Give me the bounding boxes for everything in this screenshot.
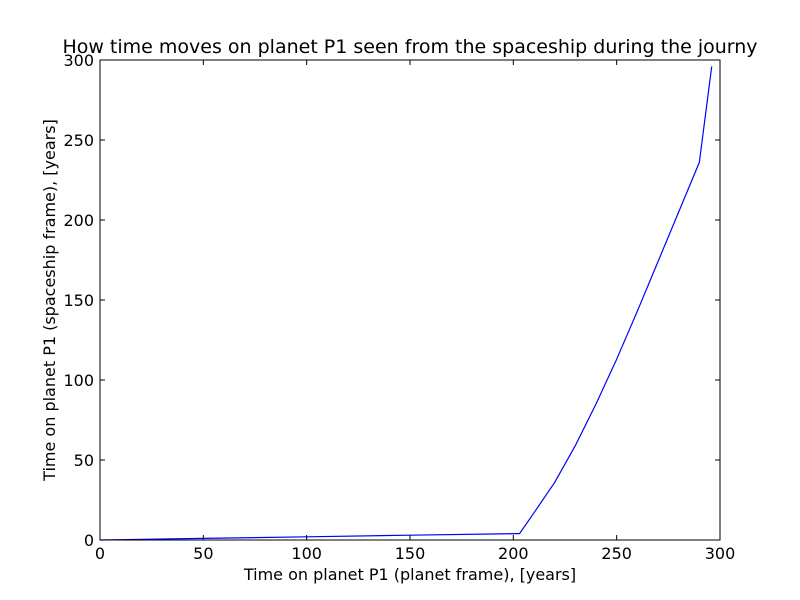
- x-tick-label: 100: [291, 544, 322, 563]
- y-tick-label: 250: [63, 131, 94, 150]
- x-tick-label: 0: [95, 544, 105, 563]
- x-tick-label: 150: [395, 544, 426, 563]
- y-tick-label: 200: [63, 211, 94, 230]
- y-tick-label: 0: [84, 531, 94, 550]
- x-tick-label: 50: [193, 544, 213, 563]
- y-tick-label: 100: [63, 371, 94, 390]
- x-axis-label: Time on planet P1 (planet frame), [years…: [243, 565, 576, 584]
- y-axis-label: Time on planet P1 (spaceship frame), [ye…: [40, 119, 59, 482]
- x-tick-label: 300: [705, 544, 736, 563]
- x-tick-label: 250: [601, 544, 632, 563]
- chart-title: How time moves on planet P1 seen from th…: [62, 36, 757, 58]
- y-tick-label: 300: [63, 51, 94, 70]
- y-tick-label: 50: [74, 451, 94, 470]
- x-tick-label: 200: [498, 544, 529, 563]
- y-tick-label: 150: [63, 291, 94, 310]
